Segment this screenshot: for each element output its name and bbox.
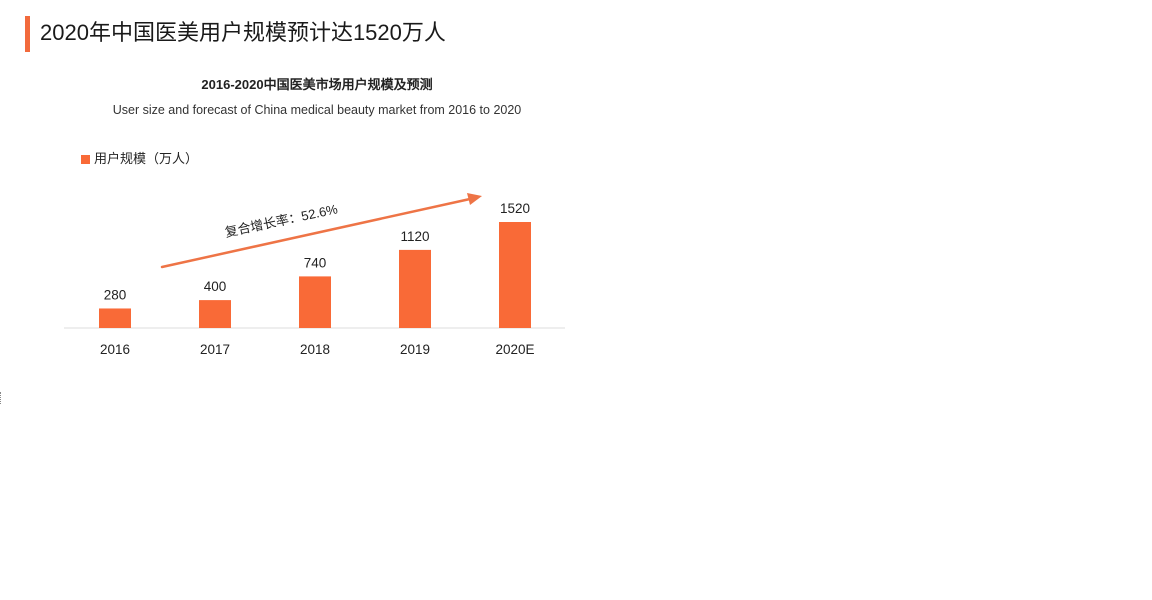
data-labels: 280 400 740 1120 1520 [104,201,530,302]
trend-arrow-head [467,193,482,205]
legend-label: 用户规模（万人） [94,151,198,166]
growth-rate-annotation: 复合增长率：52.6% [224,201,340,240]
bar-series [99,222,531,328]
x-tick-2016: 2016 [100,342,130,357]
x-tick-labels: 2016 2017 2018 2019 2020E [100,342,535,357]
edge-marker [0,392,3,404]
bar-2020E [499,222,531,328]
data-label-2018: 740 [304,255,327,270]
chart-subtitle: User size and forecast of China medical … [113,103,522,117]
x-tick-2019: 2019 [400,342,430,357]
trend-arrow [160,193,482,269]
heading-accent-bar [25,16,30,52]
chart-title: 2016-2020中国医美市场用户规模及预测 [201,77,432,92]
data-label-2016: 280 [104,287,127,302]
page-title: 2020年中国医美用户规模预计达1520万人 [40,20,446,45]
bar-2017 [199,300,231,328]
legend: 用户规模（万人） [81,151,198,166]
x-tick-2017: 2017 [200,342,230,357]
x-tick-2020E: 2020E [495,342,534,357]
bar-2016 [99,308,131,328]
data-label-2020E: 1520 [500,201,530,216]
bar-2019 [399,249,431,328]
trend-arrow-line [160,197,472,269]
data-label-2017: 400 [204,279,227,294]
data-label-2019: 1120 [400,229,429,244]
legend-swatch [81,155,90,164]
bar-2018 [299,276,331,328]
x-tick-2018: 2018 [300,342,330,357]
